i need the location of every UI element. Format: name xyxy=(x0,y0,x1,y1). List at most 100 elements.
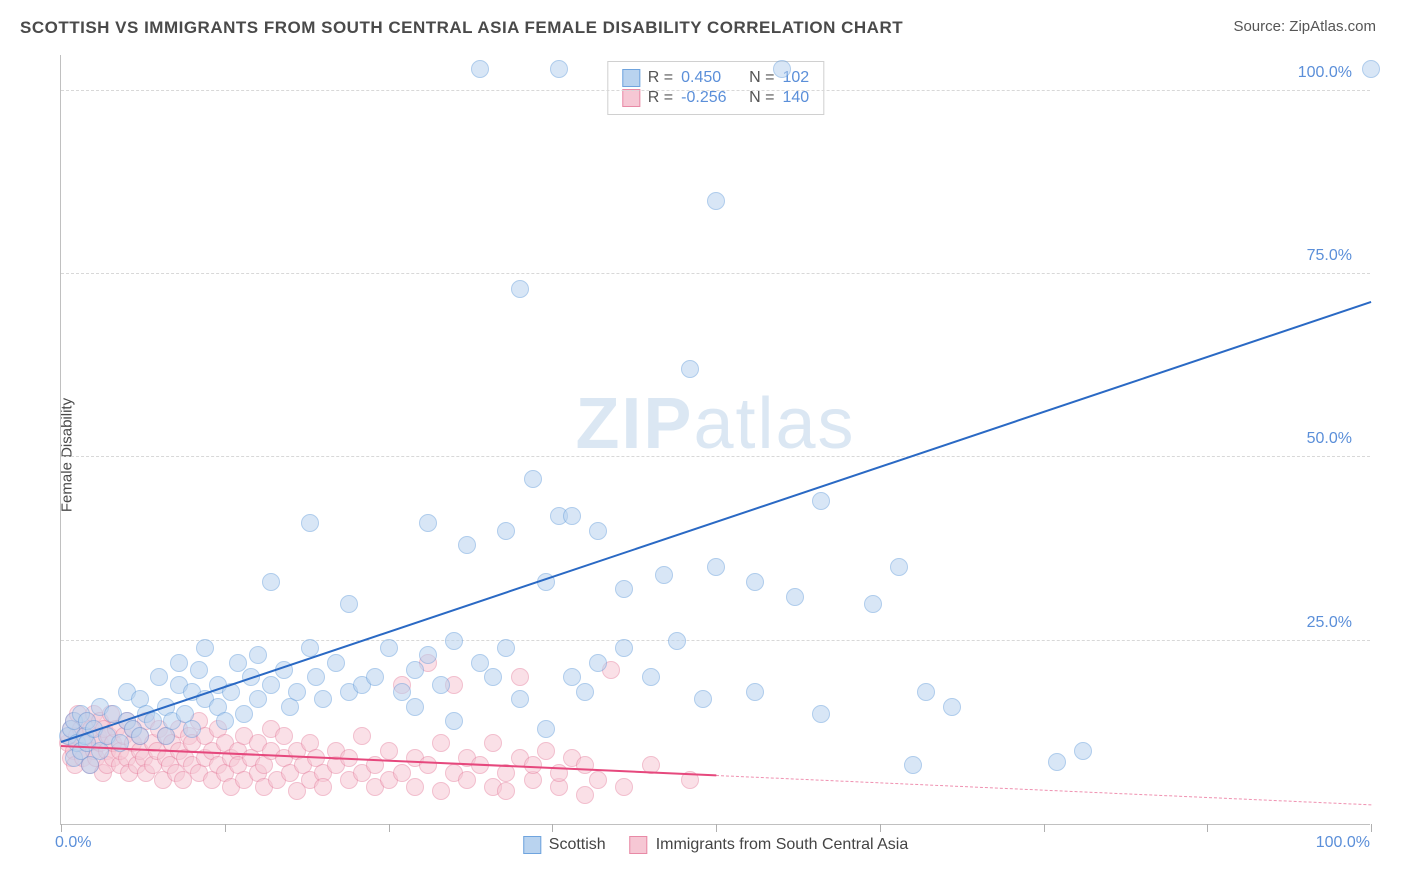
scatter-point-a xyxy=(471,654,489,672)
r-label: R = xyxy=(648,69,673,87)
scatter-point-a xyxy=(406,698,424,716)
scatter-point-b xyxy=(380,742,398,760)
scatter-point-a xyxy=(563,507,581,525)
scatter-point-b xyxy=(537,742,555,760)
correlation-legend: R =0.450N =102R =-0.256N =140 xyxy=(607,61,824,115)
scatter-point-a xyxy=(707,192,725,210)
scatter-point-b xyxy=(576,786,594,804)
scatter-point-a xyxy=(262,676,280,694)
gridline xyxy=(61,273,1370,274)
scatter-point-b xyxy=(419,756,437,774)
scatter-point-a xyxy=(170,654,188,672)
scatter-point-a xyxy=(497,522,515,540)
scatter-point-a xyxy=(1074,742,1092,760)
scatter-point-a xyxy=(563,668,581,686)
scatter-point-a xyxy=(380,639,398,657)
scatter-point-a xyxy=(235,705,253,723)
scatter-point-b xyxy=(576,756,594,774)
scatter-point-a xyxy=(262,573,280,591)
scatter-point-a xyxy=(812,492,830,510)
scatter-point-b xyxy=(275,727,293,745)
legend-swatch xyxy=(622,89,640,107)
source-label: Source: ZipAtlas.com xyxy=(1233,18,1376,35)
scatter-point-a xyxy=(393,683,411,701)
scatter-point-a xyxy=(1362,60,1380,78)
scatter-point-a xyxy=(307,668,325,686)
n-value: 140 xyxy=(782,89,809,107)
scatter-point-a xyxy=(419,514,437,532)
scatter-point-a xyxy=(458,536,476,554)
scatter-point-a xyxy=(707,558,725,576)
plot-area: ZIPatlas R =0.450N =102R =-0.256N =140 S… xyxy=(60,55,1370,825)
n-label: N = xyxy=(749,89,774,107)
scatter-point-b xyxy=(484,734,502,752)
scatter-point-b xyxy=(511,668,529,686)
gridline xyxy=(61,90,1370,91)
scatter-point-b xyxy=(393,764,411,782)
scatter-point-a xyxy=(642,668,660,686)
legend-item: Scottish xyxy=(523,836,606,854)
scatter-point-a xyxy=(890,558,908,576)
scatter-point-a xyxy=(445,712,463,730)
scatter-point-a xyxy=(327,654,345,672)
r-value: 0.450 xyxy=(681,69,741,87)
scatter-point-a xyxy=(497,639,515,657)
scatter-point-a xyxy=(589,522,607,540)
regression-line-a xyxy=(61,301,1372,743)
scatter-point-b xyxy=(589,771,607,789)
scatter-point-a xyxy=(190,661,208,679)
scatter-point-a xyxy=(576,683,594,701)
xtick xyxy=(1044,824,1045,832)
scatter-point-a xyxy=(249,646,267,664)
scatter-point-a xyxy=(229,654,247,672)
legend-label: Scottish xyxy=(549,836,606,854)
scatter-point-a xyxy=(144,712,162,730)
xtick xyxy=(389,824,390,832)
scatter-point-a xyxy=(589,654,607,672)
ytick-label: 50.0% xyxy=(1307,430,1352,448)
scatter-point-b xyxy=(432,734,450,752)
scatter-point-a xyxy=(746,683,764,701)
scatter-point-a xyxy=(511,690,529,708)
scatter-point-a xyxy=(615,639,633,657)
scatter-point-a xyxy=(550,60,568,78)
scatter-point-b xyxy=(314,778,332,796)
legend-swatch xyxy=(630,836,648,854)
regression-line-b-dash xyxy=(716,775,1371,805)
scatter-point-a xyxy=(524,470,542,488)
legend-swatch xyxy=(622,69,640,87)
scatter-point-b xyxy=(406,778,424,796)
scatter-point-a xyxy=(864,595,882,613)
chart-container: Female Disability ZIPatlas R =0.450N =10… xyxy=(20,55,1380,855)
scatter-point-b xyxy=(615,778,633,796)
scatter-point-a xyxy=(511,280,529,298)
scatter-point-b xyxy=(497,782,515,800)
watermark: ZIPatlas xyxy=(575,383,855,465)
ytick-label: 75.0% xyxy=(1307,247,1352,265)
scatter-point-a xyxy=(419,646,437,664)
scatter-point-a xyxy=(681,360,699,378)
scatter-point-a xyxy=(904,756,922,774)
scatter-point-b xyxy=(458,771,476,789)
r-value: -0.256 xyxy=(681,89,741,107)
scatter-point-a xyxy=(301,514,319,532)
scatter-point-b xyxy=(353,727,371,745)
legend-stat-row: R =-0.256N =140 xyxy=(622,88,809,108)
scatter-point-a xyxy=(1048,753,1066,771)
scatter-point-a xyxy=(406,661,424,679)
scatter-point-a xyxy=(471,60,489,78)
scatter-point-a xyxy=(366,668,384,686)
xtick xyxy=(225,824,226,832)
scatter-point-a xyxy=(812,705,830,723)
scatter-point-a xyxy=(943,698,961,716)
gridline xyxy=(61,640,1370,641)
scatter-point-a xyxy=(183,720,201,738)
xtick xyxy=(880,824,881,832)
scatter-point-a xyxy=(131,727,149,745)
scatter-point-a xyxy=(655,566,673,584)
scatter-point-a xyxy=(773,60,791,78)
xtick xyxy=(1207,824,1208,832)
scatter-point-a xyxy=(432,676,450,694)
xtick xyxy=(716,824,717,832)
xtick xyxy=(552,824,553,832)
